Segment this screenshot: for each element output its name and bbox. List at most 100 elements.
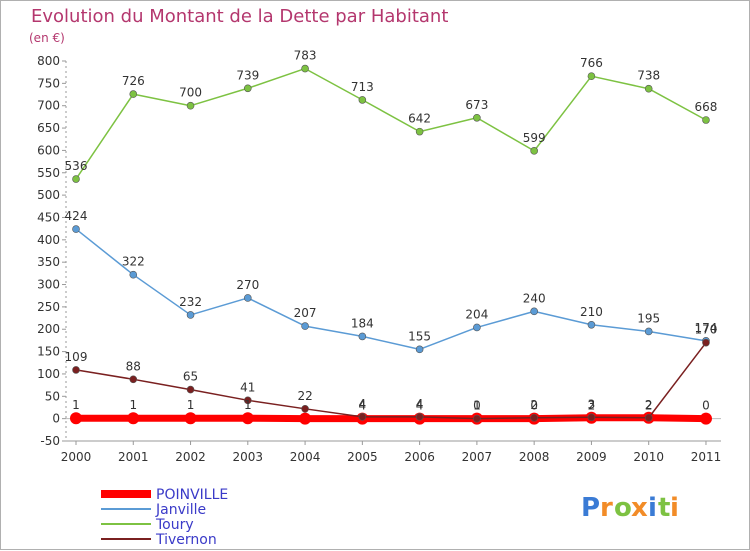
- data-point: [587, 72, 596, 80]
- data-label: 204: [465, 307, 488, 321]
- chart-title: Evolution du Montant de la Dette par Hab…: [31, 6, 448, 27]
- data-label: 739: [236, 68, 259, 82]
- data-point: [644, 413, 653, 422]
- data-label: 232: [179, 295, 202, 309]
- x-tick-label: 2009: [576, 450, 607, 464]
- data-label: 240: [523, 291, 546, 305]
- data-label: 738: [637, 69, 660, 83]
- data-point: [72, 175, 80, 183]
- y-tick-label: 300: [37, 278, 60, 292]
- data-label: 270: [236, 278, 259, 292]
- data-point: [644, 327, 653, 336]
- data-point: [358, 332, 367, 341]
- data-point: [530, 307, 538, 316]
- legend-label: Toury: [155, 517, 194, 533]
- data-label: 0: [473, 399, 481, 413]
- data-label: 668: [695, 100, 718, 114]
- data-label: 88: [126, 359, 141, 373]
- chart-subtitle: (en €): [29, 31, 65, 45]
- data-label: 642: [408, 112, 431, 126]
- logo-letter: t: [658, 493, 670, 523]
- data-label: 1: [187, 398, 195, 412]
- y-tick-label: 750: [37, 76, 60, 90]
- y-tick-label: 550: [37, 166, 60, 180]
- data-point: [415, 127, 424, 136]
- data-label: 783: [294, 49, 317, 63]
- y-tick-label: 0: [52, 412, 60, 426]
- data-label: 195: [637, 311, 660, 325]
- series-lines: [70, 64, 712, 425]
- data-label: 1: [129, 398, 137, 412]
- x-tick-label: 2007: [462, 450, 493, 464]
- x-tick-label: 2006: [404, 450, 435, 464]
- data-point: [72, 225, 80, 233]
- logo-letter: i: [670, 493, 679, 523]
- data-label: 3: [588, 397, 596, 411]
- data-point: [186, 311, 195, 319]
- data-point: [129, 90, 138, 98]
- y-tick-label: 700: [37, 99, 60, 113]
- data-point: [299, 412, 312, 425]
- data-label: 0: [702, 399, 710, 413]
- data-point: [186, 101, 195, 110]
- data-point: [241, 412, 254, 425]
- axes: -500501001502002503003504004505005506006…: [37, 54, 721, 464]
- x-tick-label: 2000: [61, 450, 92, 464]
- data-point: [301, 405, 309, 413]
- logo-letter: o: [614, 493, 632, 523]
- y-tick-label: 350: [37, 255, 60, 269]
- legend-label: Janville: [155, 502, 206, 518]
- data-point: [415, 413, 424, 421]
- data-label: 4: [416, 399, 424, 413]
- data-label: 700: [179, 86, 202, 100]
- data-point: [129, 270, 138, 279]
- x-tick-label: 2003: [233, 450, 264, 464]
- x-tick-label: 2011: [691, 450, 722, 464]
- data-label: 2: [530, 398, 538, 412]
- data-point: [702, 338, 710, 347]
- x-tick-label: 2004: [290, 450, 321, 464]
- series-tivernon: [72, 338, 710, 423]
- data-label: 155: [408, 329, 431, 343]
- y-tick-label: 50: [45, 389, 60, 403]
- data-point: [358, 413, 367, 421]
- y-tick-label: 650: [37, 121, 60, 135]
- data-label: 109: [65, 350, 88, 364]
- data-point: [70, 412, 82, 425]
- data-point: [473, 323, 481, 332]
- data-label: 713: [351, 80, 374, 94]
- y-tick-label: -50: [40, 434, 60, 448]
- data-label: 673: [465, 98, 488, 112]
- data-point: [244, 294, 252, 302]
- data-point: [244, 396, 252, 405]
- data-label: 184: [351, 316, 374, 330]
- y-tick-label: 450: [37, 210, 60, 224]
- data-point: [415, 345, 424, 354]
- data-label: 2: [645, 399, 653, 413]
- logo-letter: P: [581, 493, 600, 523]
- y-tick-label: 400: [37, 233, 60, 247]
- x-tick-label: 2008: [519, 450, 550, 464]
- data-label: 766: [580, 56, 603, 70]
- data-label: 65: [183, 370, 198, 384]
- logo-letter: i: [648, 493, 657, 523]
- x-tick-label: 2001: [118, 450, 149, 464]
- data-label: 0: [530, 399, 538, 413]
- data-point: [699, 412, 712, 425]
- data-point: [473, 113, 481, 122]
- data-label: 322: [122, 255, 145, 269]
- data-label: 207: [294, 306, 317, 320]
- x-tick-label: 2010: [633, 450, 664, 464]
- data-point: [127, 412, 140, 425]
- legend-label: Tivernon: [155, 532, 217, 548]
- data-point: [473, 414, 481, 423]
- data-point: [244, 84, 252, 93]
- data-label: 726: [122, 74, 145, 88]
- logo-letter: r: [600, 493, 613, 523]
- series-janville: [72, 225, 710, 354]
- y-tick-label: 100: [37, 367, 60, 381]
- y-tick-label: 150: [37, 345, 60, 359]
- data-point: [644, 84, 653, 93]
